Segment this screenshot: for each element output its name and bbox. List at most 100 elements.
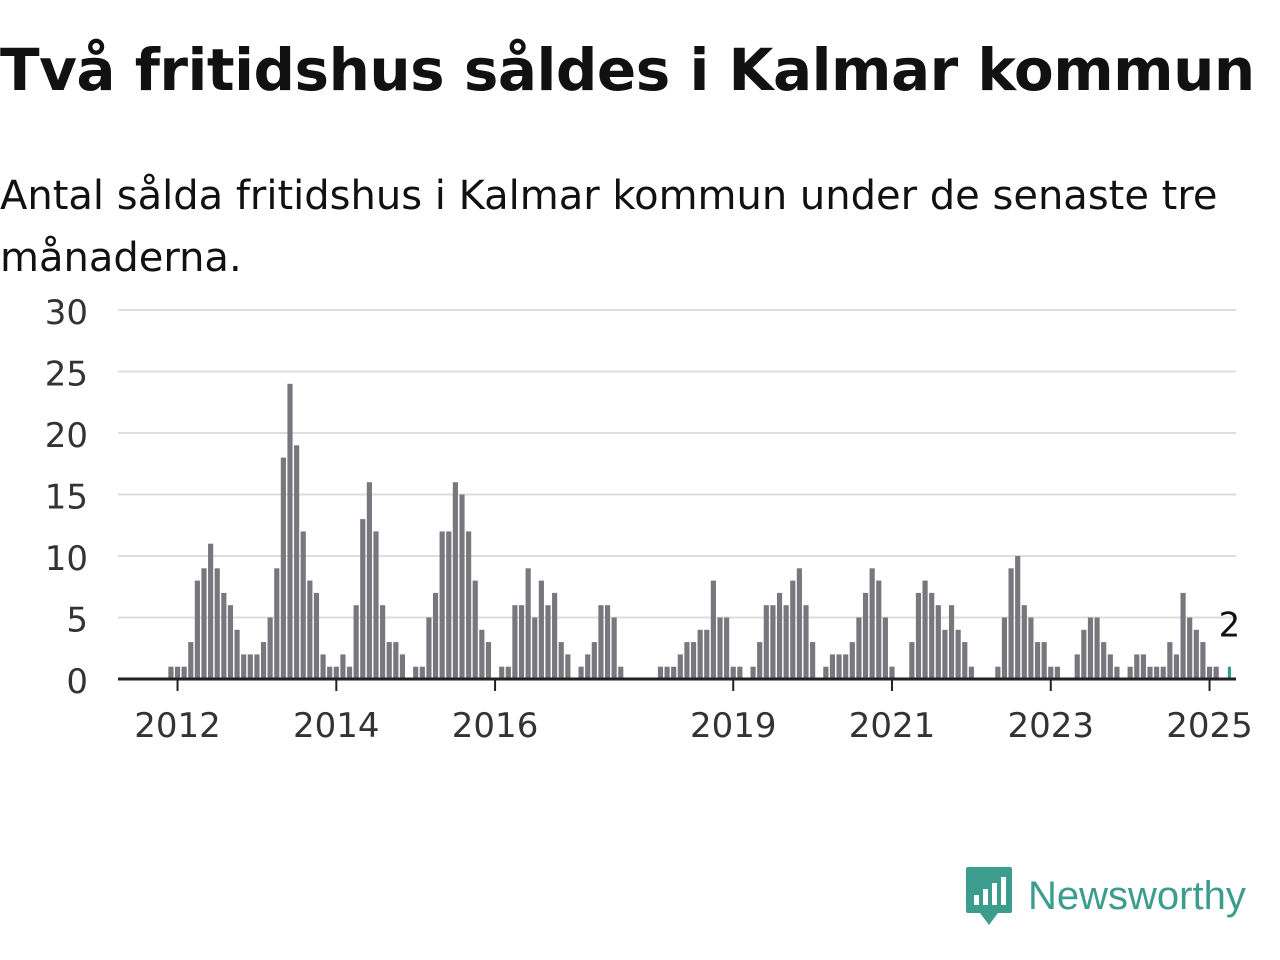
bar <box>485 642 492 679</box>
x-tick-label: 2012 <box>134 706 221 746</box>
bar <box>360 519 366 679</box>
bar <box>717 617 723 679</box>
bar <box>962 642 968 679</box>
bar <box>737 666 743 679</box>
bar <box>287 383 293 679</box>
bar <box>221 592 227 679</box>
bar <box>1213 666 1219 679</box>
bar <box>1015 556 1021 679</box>
bar <box>227 605 234 679</box>
bar <box>552 592 558 679</box>
bar <box>466 531 472 679</box>
bar <box>843 654 849 679</box>
bar <box>1154 666 1160 679</box>
bar <box>829 654 836 679</box>
bar <box>889 666 895 679</box>
bar <box>294 445 300 679</box>
bar <box>1087 617 1094 679</box>
bar <box>856 617 862 679</box>
bar <box>823 666 829 679</box>
bar <box>796 568 802 679</box>
bar <box>307 580 313 679</box>
y-tick-label: 5 <box>66 601 88 641</box>
bar <box>333 666 339 679</box>
bar <box>1107 654 1113 679</box>
bar <box>677 654 683 679</box>
bar <box>1173 654 1180 679</box>
bar <box>1081 629 1087 679</box>
bar <box>750 666 756 679</box>
bar <box>757 642 763 679</box>
bar <box>1127 666 1133 679</box>
bar <box>1160 666 1166 679</box>
bar <box>499 666 505 679</box>
bar <box>1041 642 1047 679</box>
bar <box>710 580 716 679</box>
y-tick-label: 15 <box>45 478 88 518</box>
bar <box>922 580 928 679</box>
bar <box>565 654 571 679</box>
bar <box>790 580 796 679</box>
bar <box>393 642 399 679</box>
bar <box>1114 666 1120 679</box>
bar <box>174 666 181 679</box>
bar <box>426 617 432 679</box>
bar <box>1008 568 1014 679</box>
bar <box>1187 617 1193 679</box>
newsworthy-logo: Newsworthy <box>964 864 1246 928</box>
bar <box>399 654 406 679</box>
bar <box>968 666 974 679</box>
bar <box>439 531 445 679</box>
bar <box>280 457 286 679</box>
bar <box>935 605 941 679</box>
bar <box>1034 642 1041 679</box>
bar-highlight <box>1227 666 1231 679</box>
bar <box>320 654 326 679</box>
bar <box>505 666 511 679</box>
bar <box>618 666 624 679</box>
bar <box>862 592 869 679</box>
bar <box>1180 592 1186 679</box>
bar <box>1054 666 1060 679</box>
bar <box>1048 666 1054 679</box>
bar <box>353 605 359 679</box>
bar <box>366 482 372 679</box>
bar <box>313 592 320 679</box>
bar <box>955 629 961 679</box>
y-tick-label: 30 <box>45 293 88 333</box>
bar <box>340 654 346 679</box>
y-tick-label: 25 <box>45 355 88 395</box>
x-tick-label: 2016 <box>452 706 539 746</box>
bar <box>730 666 736 679</box>
bar <box>770 605 776 679</box>
bar <box>545 605 551 679</box>
bar <box>241 654 247 679</box>
bar <box>611 617 617 679</box>
bar <box>181 666 187 679</box>
bar <box>591 642 597 679</box>
bar <box>783 605 789 679</box>
bar <box>1001 617 1008 679</box>
bar <box>452 482 458 679</box>
bar <box>869 568 875 679</box>
bar <box>776 592 783 679</box>
bar <box>247 654 253 679</box>
x-tick-label: 2021 <box>849 706 936 746</box>
bar <box>525 568 531 679</box>
data-label: 2 <box>1219 605 1241 645</box>
bar <box>1021 605 1027 679</box>
bar <box>380 605 386 679</box>
y-tick-label: 0 <box>66 662 88 702</box>
bar <box>1167 642 1173 679</box>
bar <box>1140 654 1146 679</box>
bar <box>472 580 478 679</box>
bar <box>446 531 452 679</box>
bar <box>267 617 273 679</box>
x-tick-label: 2019 <box>690 706 777 746</box>
y-tick-label: 20 <box>45 416 88 456</box>
page-subtitle: Antal sålda fritidshus i Kalmar kommun u… <box>0 173 1218 281</box>
bar <box>274 568 280 679</box>
bar <box>704 629 710 679</box>
bar <box>346 666 353 679</box>
